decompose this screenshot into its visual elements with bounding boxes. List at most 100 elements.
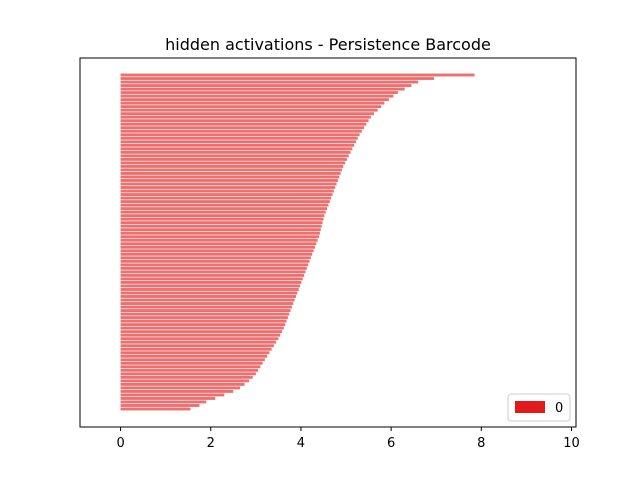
barcode-bar (120, 280, 302, 284)
barcode-bar (120, 273, 305, 277)
barcode-bar (120, 351, 270, 355)
barcode-bar (120, 319, 287, 323)
barcode-bar (120, 80, 419, 84)
barcode-bar (120, 400, 207, 404)
barcode-bar (120, 196, 332, 200)
barcode-bar (120, 207, 328, 211)
barcode-bar (120, 115, 371, 119)
barcode-bar (120, 150, 351, 154)
barcode-bar (120, 259, 310, 263)
x-tick-label: 6 (387, 436, 395, 451)
barcode-bar (120, 200, 330, 204)
barcode-bar (120, 143, 355, 147)
barcode-bar (120, 309, 291, 312)
barcode-bar (120, 122, 367, 126)
barcode-bar (120, 354, 268, 358)
barcode-bar (120, 393, 225, 397)
x-tick-label: 8 (477, 436, 485, 451)
barcode-bar (120, 168, 342, 172)
barcode-bar (120, 263, 309, 267)
barcode-bar (120, 94, 394, 98)
barcode-bar (120, 361, 263, 365)
barcode-bar (120, 256, 311, 260)
barcode-bar (120, 386, 241, 390)
barcode-bar (120, 224, 322, 228)
legend-label: 0 (555, 401, 563, 416)
barcode-bar (120, 288, 299, 291)
barcode-bar (120, 298, 295, 302)
barcode-bar (120, 129, 362, 133)
barcode-bar (120, 193, 333, 196)
plot-frame (79, 57, 577, 428)
barcode-bar (120, 119, 369, 123)
barcode-bar (120, 231, 320, 235)
barcode-bar (120, 316, 288, 320)
barcode-bar (120, 228, 321, 232)
barcode-bar (120, 164, 344, 168)
barcode-bar (120, 147, 353, 151)
barcode-bar (120, 270, 306, 274)
barcode-bar (120, 161, 346, 165)
barcode-bar (120, 238, 318, 242)
barcode-bar (120, 87, 405, 91)
barcode-bar (120, 277, 303, 281)
barcode-bar (120, 235, 319, 239)
barcode-bar (120, 179, 338, 182)
barcode-bar (120, 333, 281, 337)
barcode-bar (120, 407, 191, 411)
barcode-bar (120, 295, 296, 298)
barcode-bar (120, 389, 234, 393)
barcode-bar (120, 291, 298, 295)
barcode-bar (120, 368, 259, 372)
barcode-bar (120, 73, 475, 77)
barcode-bar (120, 337, 279, 341)
legend-swatch (515, 401, 545, 413)
barcode-bar (120, 375, 253, 379)
x-axis: 0 2 4 6 8 10 (116, 427, 580, 451)
barcode-bar (120, 140, 356, 144)
barcode-bar (120, 112, 374, 116)
barcode-bar (120, 172, 341, 175)
barcode-bar (120, 326, 284, 330)
barcode-bar (120, 330, 283, 334)
barcode-bar (120, 105, 382, 109)
barcode-bar (120, 175, 340, 179)
barcode-bar (120, 249, 314, 253)
barcode-bar (120, 98, 389, 102)
barcode-bar (120, 344, 274, 348)
barcode-bar (120, 133, 360, 137)
x-tick-label: 0 (116, 436, 124, 451)
barcode-bar (120, 77, 434, 80)
barcode-bar (120, 189, 334, 193)
x-tick-label: 2 (207, 436, 215, 451)
barcode-bar (120, 217, 324, 221)
bars-group (120, 73, 475, 411)
barcode-bar (120, 101, 385, 105)
x-tick-label: 10 (563, 436, 580, 451)
barcode-bar (120, 203, 329, 207)
barcode-bar (120, 305, 292, 309)
barcode-bar (120, 323, 286, 327)
barcode-bar (120, 358, 265, 362)
barcode-bar (120, 126, 365, 130)
barcode-bar (120, 84, 412, 87)
barcode-bar (120, 245, 315, 249)
barcode-bar (120, 347, 272, 351)
barcode-bar (120, 372, 256, 376)
barcode-bar (120, 365, 261, 369)
barcode-bar (120, 379, 250, 383)
barcode-bar (120, 157, 347, 161)
barcode-bar (120, 312, 290, 316)
barcode-bar (120, 252, 313, 256)
barcode-bar (120, 182, 337, 186)
barcode-bar (120, 136, 358, 140)
barcode-bar (120, 340, 277, 344)
barcode-bar (120, 284, 301, 288)
barcode-bar (120, 214, 325, 218)
barcode-bar (120, 221, 323, 225)
chart-title: hidden activations - Persistence Barcode (165, 35, 491, 54)
legend: 0 (507, 393, 571, 422)
barcode-bar (120, 242, 317, 246)
barcode-bar (120, 397, 216, 400)
